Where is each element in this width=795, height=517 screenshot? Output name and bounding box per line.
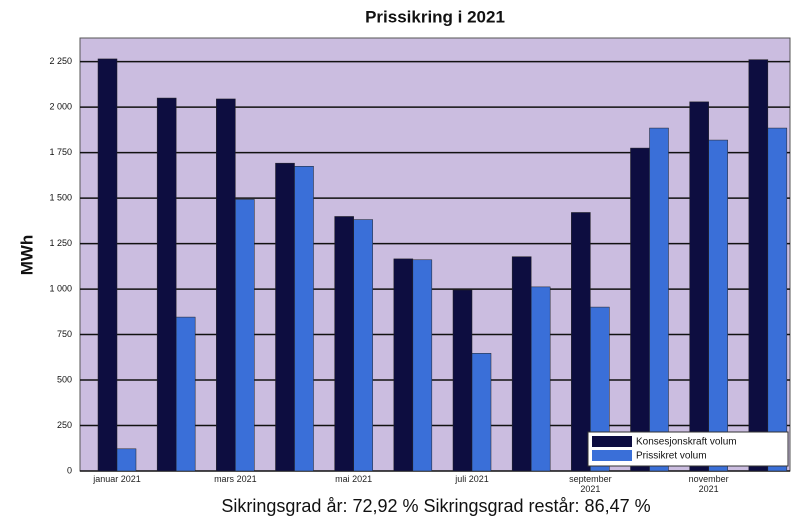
legend-label: Konsesjonskraft volum [636, 437, 737, 448]
x-tick-label: november 2021 [688, 474, 729, 494]
legend-swatch [592, 450, 632, 461]
y-tick-label: 1 250 [49, 238, 72, 248]
bar [748, 59, 769, 472]
x-tick-label: mars 2021 [214, 474, 257, 484]
bar [649, 127, 669, 472]
bar [235, 199, 255, 472]
plot-area [79, 37, 791, 472]
annotation: Sikringsgrad år: 72,92 % Sikringsgrad re… [221, 496, 650, 516]
legend-swatch [592, 436, 632, 447]
bar [156, 97, 177, 472]
y-tick-label: 1 000 [49, 283, 72, 293]
y-tick-label: 250 [57, 420, 72, 430]
y-tick-label: 500 [57, 374, 72, 384]
bar [216, 98, 236, 472]
bar [511, 256, 532, 472]
bar [275, 162, 295, 472]
chart-title: Prissikring i 2021 [365, 7, 505, 26]
y-axis-label: MWh [17, 235, 36, 276]
x-tick-label: januar 2021 [93, 474, 141, 484]
y-tick-label: 2 000 [49, 102, 72, 112]
bar [393, 258, 414, 472]
bar [708, 139, 728, 472]
bar [334, 216, 354, 472]
bar [530, 286, 551, 472]
y-tick-label: 750 [57, 329, 72, 339]
y-tick-label: 0 [67, 465, 72, 475]
y-tick-label: 1 500 [49, 192, 72, 202]
bar [294, 166, 314, 472]
bar [767, 127, 788, 472]
y-tick-label: 1 750 [49, 147, 72, 157]
bar [353, 219, 373, 472]
bar [97, 58, 118, 472]
legend-label: Prissikret volum [636, 451, 707, 462]
bar [689, 101, 709, 472]
bar [412, 259, 433, 472]
bar [630, 147, 650, 472]
x-tick-label: juli 2021 [455, 474, 489, 484]
x-tick-label: mai 2021 [335, 474, 373, 484]
bar [571, 212, 591, 472]
bar [116, 448, 137, 472]
bar [175, 316, 196, 472]
y-tick-label: 2 250 [49, 56, 72, 66]
bar [452, 289, 473, 472]
bar [471, 353, 492, 472]
bar [590, 306, 610, 472]
x-tick-label: september 2021 [569, 474, 612, 494]
